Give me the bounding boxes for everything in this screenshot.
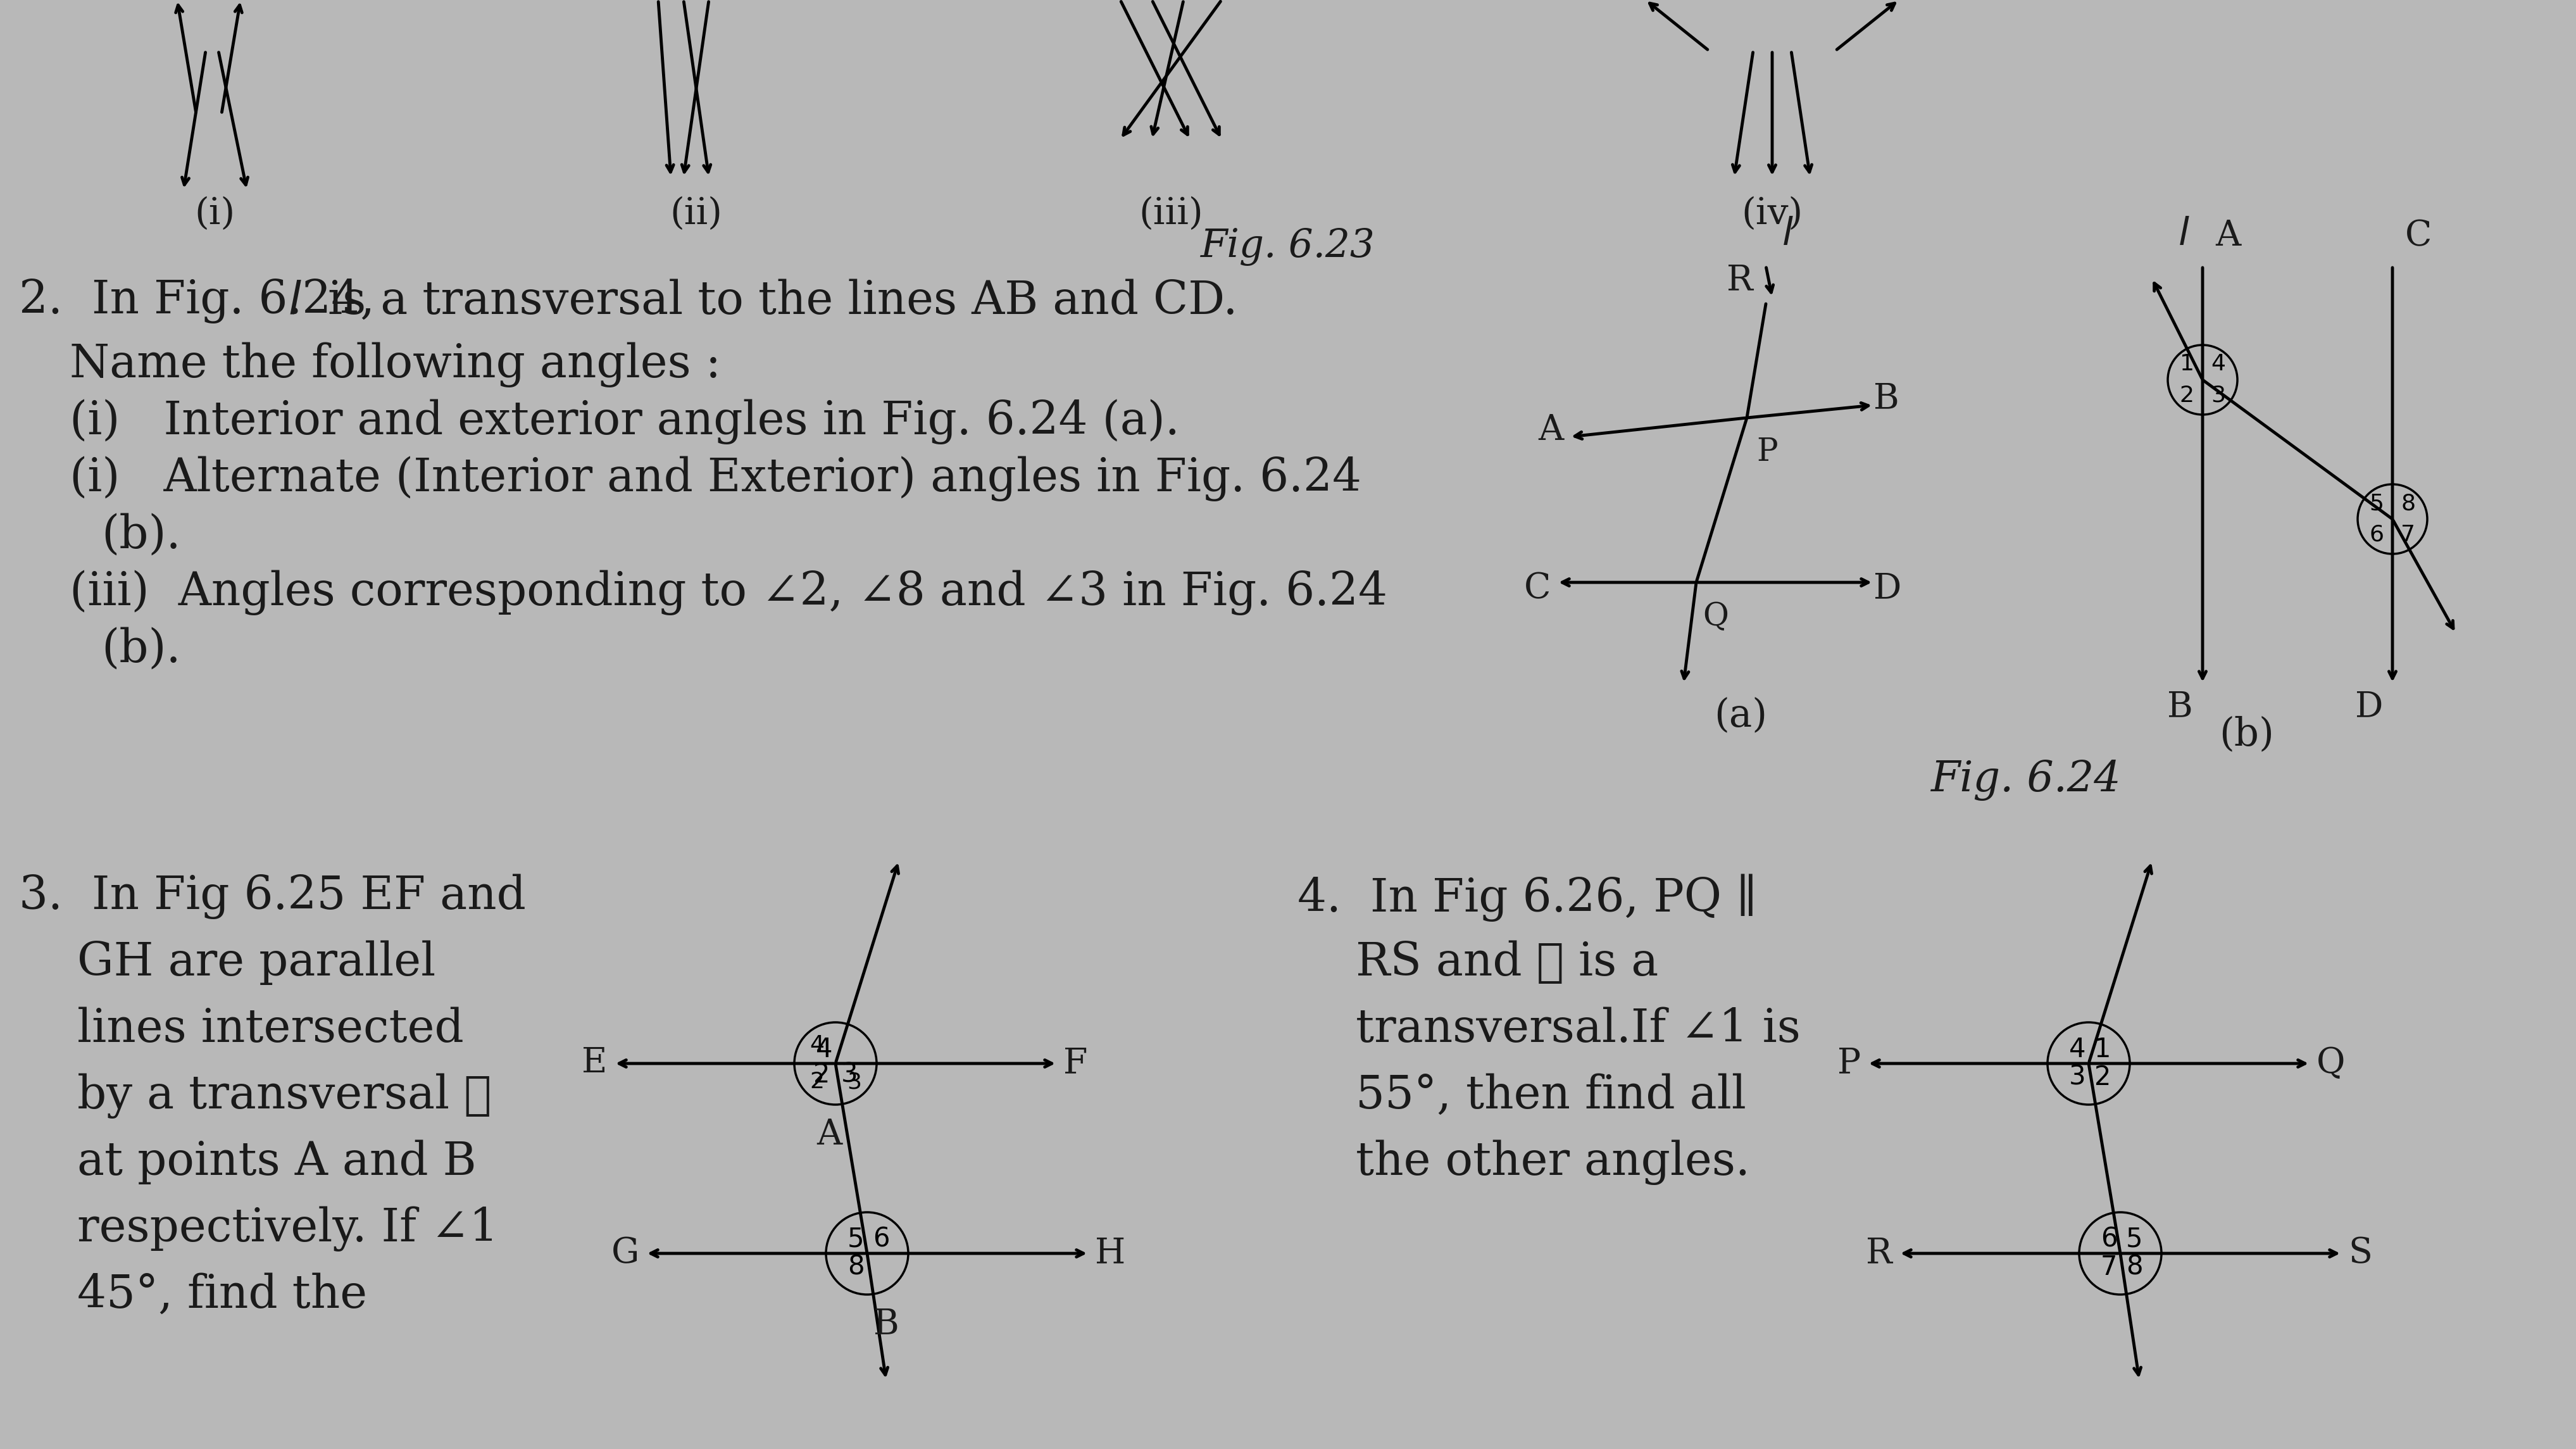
Text: lines intersected: lines intersected [18,1007,464,1051]
Text: is a transversal to the lines AB and CD.: is a transversal to the lines AB and CD. [314,278,1236,323]
Text: 8: 8 [848,1253,863,1281]
Text: D: D [2354,690,2383,724]
Text: 5: 5 [848,1226,863,1253]
Text: 2: 2 [814,1062,829,1088]
Text: H: H [1095,1236,1126,1271]
Text: 6: 6 [873,1226,889,1253]
Text: C: C [1525,571,1551,606]
Text: 4: 4 [817,1036,832,1064]
Text: 8: 8 [2401,493,2416,514]
Text: 4: 4 [2069,1036,2087,1064]
Text: $l$: $l$ [2179,216,2190,254]
Text: 1: 1 [2094,1036,2110,1064]
Text: S: S [2349,1236,2372,1271]
Text: 5: 5 [2370,493,2383,514]
Text: 3.  In Fig 6.25 EF and: 3. In Fig 6.25 EF and [18,874,526,919]
Text: R: R [1726,262,1754,297]
Text: 1: 1 [2179,354,2195,375]
Text: 8: 8 [2125,1253,2143,1281]
Text: 2.  In Fig. 6.24,: 2. In Fig. 6.24, [18,278,389,323]
Text: 3: 3 [848,1071,860,1093]
Text: (i)   Interior and exterior angles in Fig. 6.24 (a).: (i) Interior and exterior angles in Fig.… [70,398,1180,443]
Text: 4: 4 [2210,354,2226,375]
Text: B: B [2166,690,2192,724]
Text: (b).: (b). [100,513,180,558]
Text: 45°, find the: 45°, find the [18,1272,368,1317]
Text: 3: 3 [840,1062,858,1088]
Text: R: R [1865,1236,1893,1271]
Text: Fig. 6.24: Fig. 6.24 [1929,759,2120,801]
Text: 5: 5 [2125,1226,2143,1253]
Text: (a): (a) [1713,697,1767,735]
Text: P: P [1757,436,1777,468]
Text: (iii)  Angles corresponding to ∠2, ∠8 and ∠3 in Fig. 6.24: (iii) Angles corresponding to ∠2, ∠8 and… [70,569,1388,614]
Text: 6: 6 [2370,525,2383,545]
Text: Fig. 6.23: Fig. 6.23 [1200,227,1376,265]
Text: 6: 6 [2099,1226,2117,1253]
Text: 2: 2 [809,1071,824,1093]
Text: by a transversal ℓ: by a transversal ℓ [18,1072,492,1119]
Text: Name the following angles :: Name the following angles : [70,342,721,387]
Text: transversal.If ∠1 is: transversal.If ∠1 is [1298,1007,1801,1051]
Text: D: D [1873,571,1901,606]
Text: A: A [817,1117,842,1152]
Text: A: A [2215,219,2241,254]
Text: B: B [1873,381,1899,416]
Text: F: F [1064,1046,1087,1081]
Text: the other angles.: the other angles. [1298,1139,1749,1185]
Text: GH are parallel: GH are parallel [18,940,435,985]
Text: B: B [873,1307,899,1342]
Text: A: A [1538,413,1564,448]
Text: Q: Q [2316,1046,2344,1081]
Text: 55°, then find all: 55°, then find all [1298,1072,1747,1117]
Text: (ii): (ii) [670,196,721,232]
Text: (iii): (iii) [1139,196,1203,232]
Text: 2: 2 [2094,1064,2110,1091]
Text: E: E [582,1046,608,1081]
Text: $l$: $l$ [1783,216,1793,254]
Text: (iv): (iv) [1741,196,1803,232]
Text: (b).: (b). [100,627,180,671]
Text: 7: 7 [2099,1253,2117,1281]
Text: RS and ℓ is a: RS and ℓ is a [1298,940,1659,985]
Text: P: P [1837,1046,1860,1081]
Text: (i)   Alternate (Interior and Exterior) angles in Fig. 6.24: (i) Alternate (Interior and Exterior) an… [70,456,1363,501]
Text: at points A and B: at points A and B [18,1139,477,1184]
Text: 3: 3 [2069,1064,2087,1091]
Text: G: G [611,1236,639,1271]
Text: (b): (b) [2221,716,2275,753]
Text: respectively. If ∠1: respectively. If ∠1 [18,1206,497,1250]
Text: (i): (i) [196,196,234,232]
Text: 3: 3 [2210,385,2226,406]
Text: 4: 4 [809,1035,824,1056]
Text: C: C [2406,219,2432,254]
Text: 4.  In Fig 6.26, PQ ∥: 4. In Fig 6.26, PQ ∥ [1298,874,1757,922]
Text: Q: Q [1703,601,1728,633]
Text: 7: 7 [2401,525,2416,545]
Text: $l$: $l$ [289,278,301,323]
Text: 2: 2 [2179,385,2195,406]
